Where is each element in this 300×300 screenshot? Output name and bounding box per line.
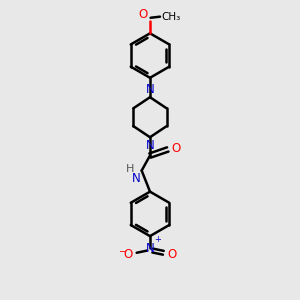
Text: N: N bbox=[146, 83, 154, 96]
Text: N: N bbox=[146, 139, 154, 152]
Text: O: O bbox=[139, 8, 148, 21]
Text: N: N bbox=[132, 172, 141, 185]
Text: +: + bbox=[154, 235, 161, 244]
Text: O: O bbox=[123, 248, 132, 262]
Text: N: N bbox=[146, 242, 154, 255]
Text: CH₃: CH₃ bbox=[161, 12, 180, 22]
Text: O: O bbox=[171, 142, 180, 155]
Text: H: H bbox=[126, 164, 134, 174]
Text: O: O bbox=[168, 248, 177, 262]
Text: −: − bbox=[119, 247, 127, 257]
